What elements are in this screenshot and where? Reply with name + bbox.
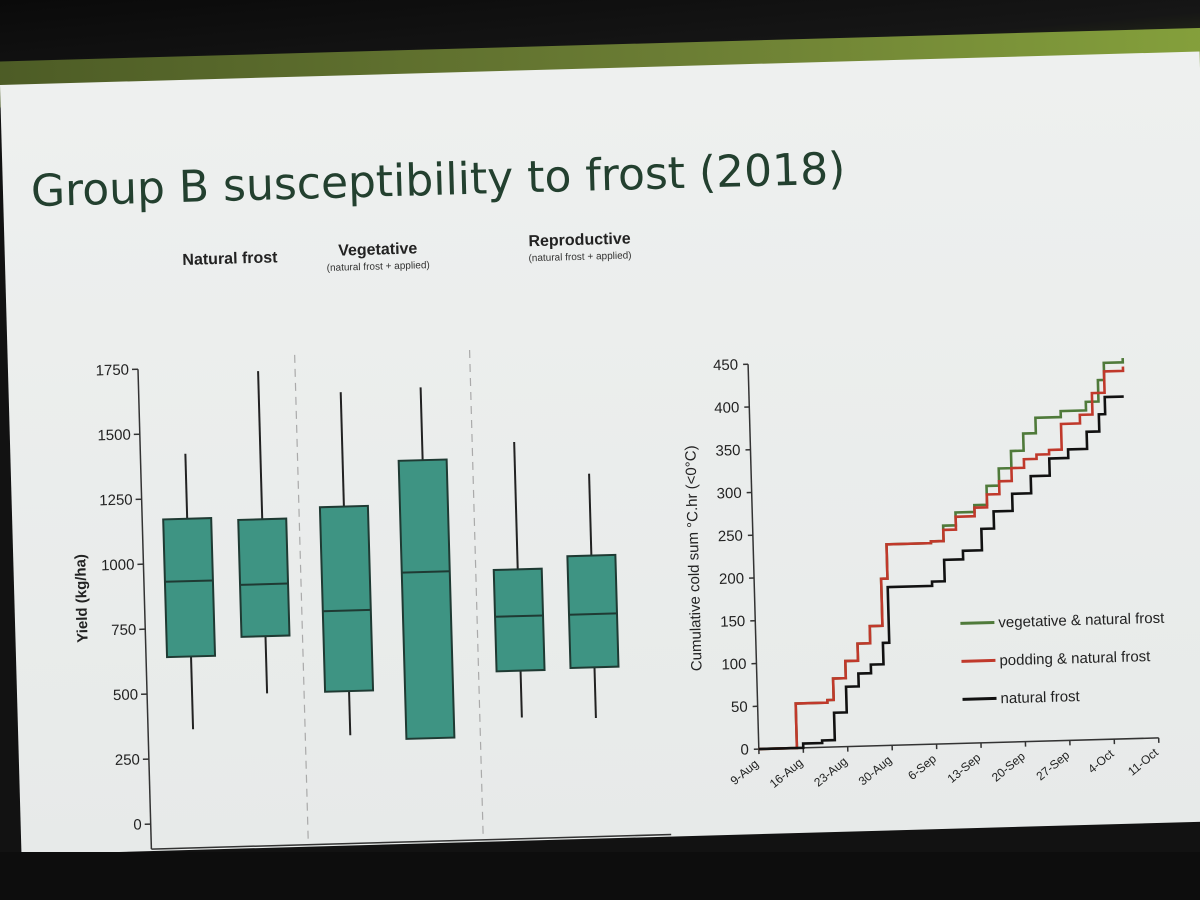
whisker-upper (184, 453, 189, 519)
y-tick-label: 750 (111, 621, 136, 639)
projector-bottom-dark (0, 852, 1200, 900)
box-con (492, 567, 546, 673)
x-tick-label: 11-Oct (1125, 745, 1161, 779)
box-con (318, 504, 375, 693)
slide-title: Group B susceptibility to frost (2018) (30, 143, 846, 218)
legend-swatch (962, 696, 997, 701)
slide: Group B susceptibility to frost (2018) N… (0, 51, 1200, 855)
y-tick-label: 450 (713, 357, 738, 375)
x-axis (758, 737, 1159, 750)
whisker-upper (588, 473, 593, 556)
box-imi (397, 458, 456, 740)
y-tick-label: 0 (133, 816, 142, 833)
x-tick-label: 20-Sep (989, 749, 1028, 785)
whisker-lower (190, 656, 195, 730)
median-line (495, 614, 544, 618)
y-tick-label: 1250 (99, 491, 133, 509)
y-tick-label: 100 (721, 656, 746, 674)
x-tick-label: 13-Sep (945, 750, 984, 786)
median-line (164, 579, 213, 583)
y-tick-label: 300 (716, 485, 741, 503)
legend-swatch (960, 620, 995, 625)
x-tick-label: 9-Aug (728, 757, 762, 788)
whisker-lower (519, 670, 523, 718)
y-tick-label: 50 (731, 699, 748, 716)
median-line (568, 612, 618, 616)
y-tick-label: 250 (718, 528, 743, 546)
median-line (401, 570, 450, 574)
whisker-lower (264, 636, 269, 694)
y-tick-label: 200 (719, 570, 744, 588)
line-chart: 0 50 100 150 200 250 300 350 400 450 9-Aug 16-Aug 23… (682, 357, 1165, 791)
box-con (162, 517, 217, 659)
legend-label: vegetative & natural frost (998, 610, 1165, 632)
y-tick-label: 350 (715, 442, 740, 460)
legend-label: natural frost (1000, 688, 1080, 707)
median-line (240, 582, 289, 586)
legend-label: podding & natural frost (999, 648, 1151, 669)
whisker-upper (419, 387, 424, 461)
y-tick-label: 400 (714, 399, 739, 417)
y-tick-label: 250 (115, 751, 140, 769)
panel-divider (294, 354, 309, 840)
x-tick-label: 4-Oct (1085, 746, 1117, 776)
y-axis (137, 369, 153, 850)
box-imi (566, 553, 620, 670)
y-tick-label: 150 (720, 613, 745, 631)
y-axis-label: Cumulative cold sum °C.hr (<0°C) (682, 445, 705, 671)
y-tick-label: 0 (740, 741, 749, 758)
y-axis-label: Yield (kg/ha) (72, 554, 91, 643)
whisker-upper (513, 441, 519, 570)
y-tick-label: 1000 (101, 556, 135, 574)
x-tick-label: 23-Aug (811, 754, 850, 789)
legend-swatch (961, 658, 996, 663)
x-tick-label: 30-Aug (856, 753, 895, 788)
grdc-logo: GRDC AGRICULTURE (949, 829, 1200, 855)
y-tick-label: 500 (113, 686, 138, 704)
box-imi (237, 517, 291, 638)
y-tick-label: 1750 (95, 362, 129, 380)
whisker-lower (348, 691, 352, 736)
x-tick-label: 27-Sep (1033, 748, 1072, 784)
median-line (322, 608, 371, 613)
whisker-lower (593, 667, 597, 719)
series-line-1 (758, 366, 1125, 751)
x-tick-label: 16-Aug (767, 755, 806, 790)
panel-divider (468, 349, 484, 835)
x-tick-label: 6-Sep (905, 751, 939, 782)
series-line-2 (758, 395, 1124, 751)
whisker-upper (257, 371, 264, 520)
whisker-upper (339, 392, 345, 507)
y-axis (747, 364, 760, 750)
y-tick-label: 1500 (97, 426, 131, 444)
x-axis (151, 833, 672, 850)
